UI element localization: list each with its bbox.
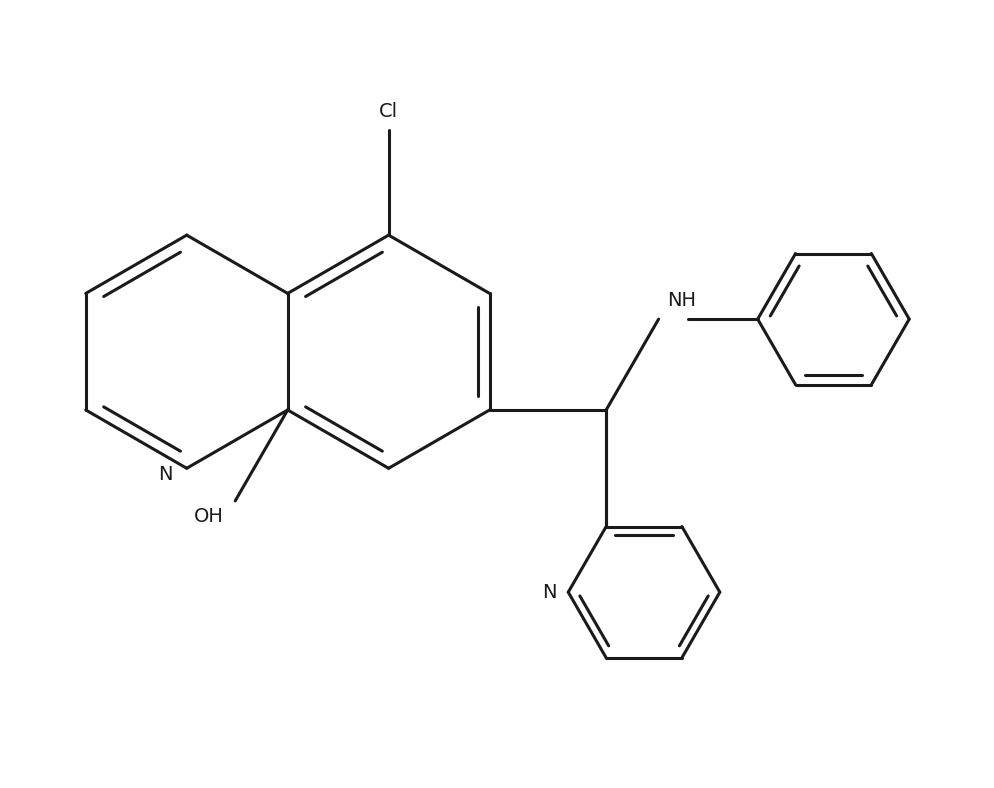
Text: N: N — [158, 465, 173, 484]
Text: Cl: Cl — [379, 102, 398, 121]
Text: NH: NH — [666, 291, 695, 310]
Text: OH: OH — [194, 507, 224, 526]
Text: N: N — [542, 582, 556, 602]
